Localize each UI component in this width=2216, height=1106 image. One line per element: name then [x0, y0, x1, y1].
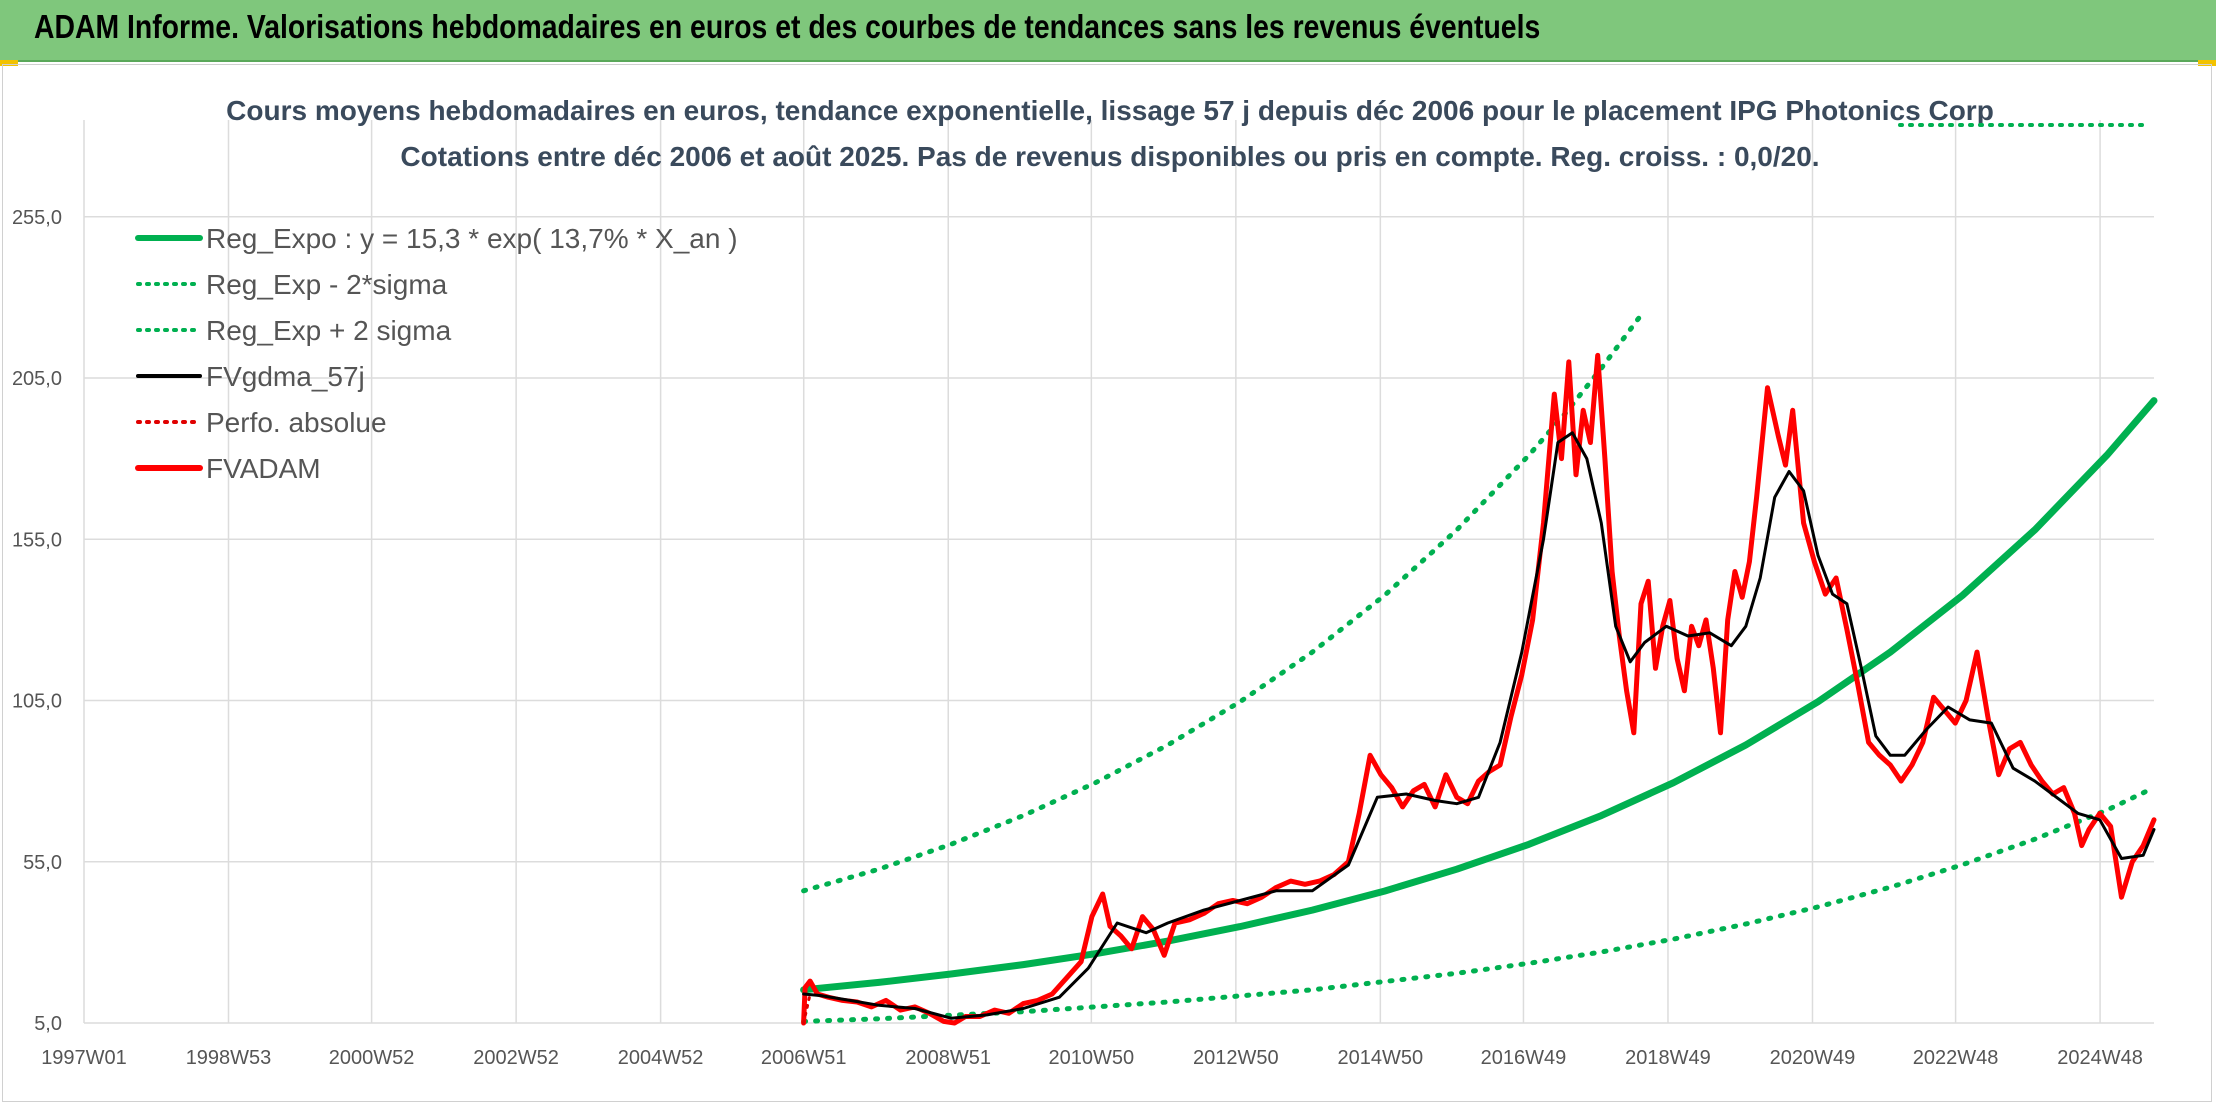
series-reg-expo [800, 397, 2158, 994]
x-tick-label: 2004W52 [618, 1047, 704, 1069]
chart-ticks: 5,0 55,0 105,0 155,0 205,0 255,0 1997W01 1998W5… [12, 207, 2143, 1069]
x-tick-label: 1998W53 [186, 1047, 272, 1069]
series-reg-exp-minus-2sigma [801, 785, 2157, 1024]
y-tick-label: 255,0 [12, 207, 62, 229]
legend-label: FVgdma_57j [206, 361, 365, 392]
series-fvadam [801, 352, 2157, 1026]
chart-grid [83, 120, 2154, 1024]
x-tick-label: 2002W52 [473, 1047, 559, 1069]
legend-label: Reg_Expo : y = 15,3 * exp( 13,7% * X_an … [206, 223, 738, 254]
y-tick-label: 205,0 [12, 368, 62, 390]
x-tick-label: 2008W51 [905, 1047, 991, 1069]
legend-label: Reg_Exp - 2*sigma [206, 269, 448, 300]
x-tick-label: 2012W50 [1193, 1047, 1279, 1069]
legend-label: Perfo. absolue [206, 407, 387, 438]
y-tick-label: 105,0 [12, 691, 62, 713]
report-title: ADAM Informe. Valorisations hebdomadaire… [34, 8, 1541, 45]
x-tick-label: 2006W51 [761, 1047, 847, 1069]
chart-legend: Reg_Expo : y = 15,3 * exp( 13,7% * X_an … [135, 223, 738, 484]
chart-subtitle: Cotations entre déc 2006 et août 2025. P… [400, 141, 1819, 172]
series-fvgdma-57j [802, 431, 2156, 1020]
x-tick-label: 2022W48 [1913, 1047, 1999, 1069]
x-tick-label: 2010W50 [1049, 1047, 1135, 1069]
corner-mark-left [0, 60, 18, 66]
series-perfo-absolue [802, 992, 812, 1025]
x-tick-label: 2014W50 [1338, 1047, 1424, 1069]
report-banner: ADAM Informe. Valorisations hebdomadaire… [0, 0, 2216, 62]
chart-series [800, 307, 2158, 1026]
legend-label: FVADAM [206, 453, 321, 484]
x-tick-label: 2024W48 [2057, 1047, 2143, 1069]
corner-mark-right [2198, 60, 2216, 66]
y-tick-label: 5,0 [34, 1013, 62, 1035]
x-tick-label: 1997W01 [41, 1047, 127, 1069]
x-tick-label: 2016W49 [1481, 1047, 1567, 1069]
y-tick-label: 55,0 [23, 852, 62, 874]
x-tick-label: 2018W49 [1625, 1047, 1711, 1069]
y-tick-label: 155,0 [12, 529, 62, 551]
legend-label: Reg_Exp + 2 sigma [206, 315, 452, 346]
chart-frame [2, 64, 2212, 1102]
series-reg-exp-plus-2sigma [801, 307, 1648, 894]
x-tick-label: 2020W49 [1770, 1047, 1856, 1069]
chart-title: Cours moyens hebdomadaires en euros, ten… [226, 95, 1994, 126]
x-tick-label: 2000W52 [329, 1047, 415, 1069]
